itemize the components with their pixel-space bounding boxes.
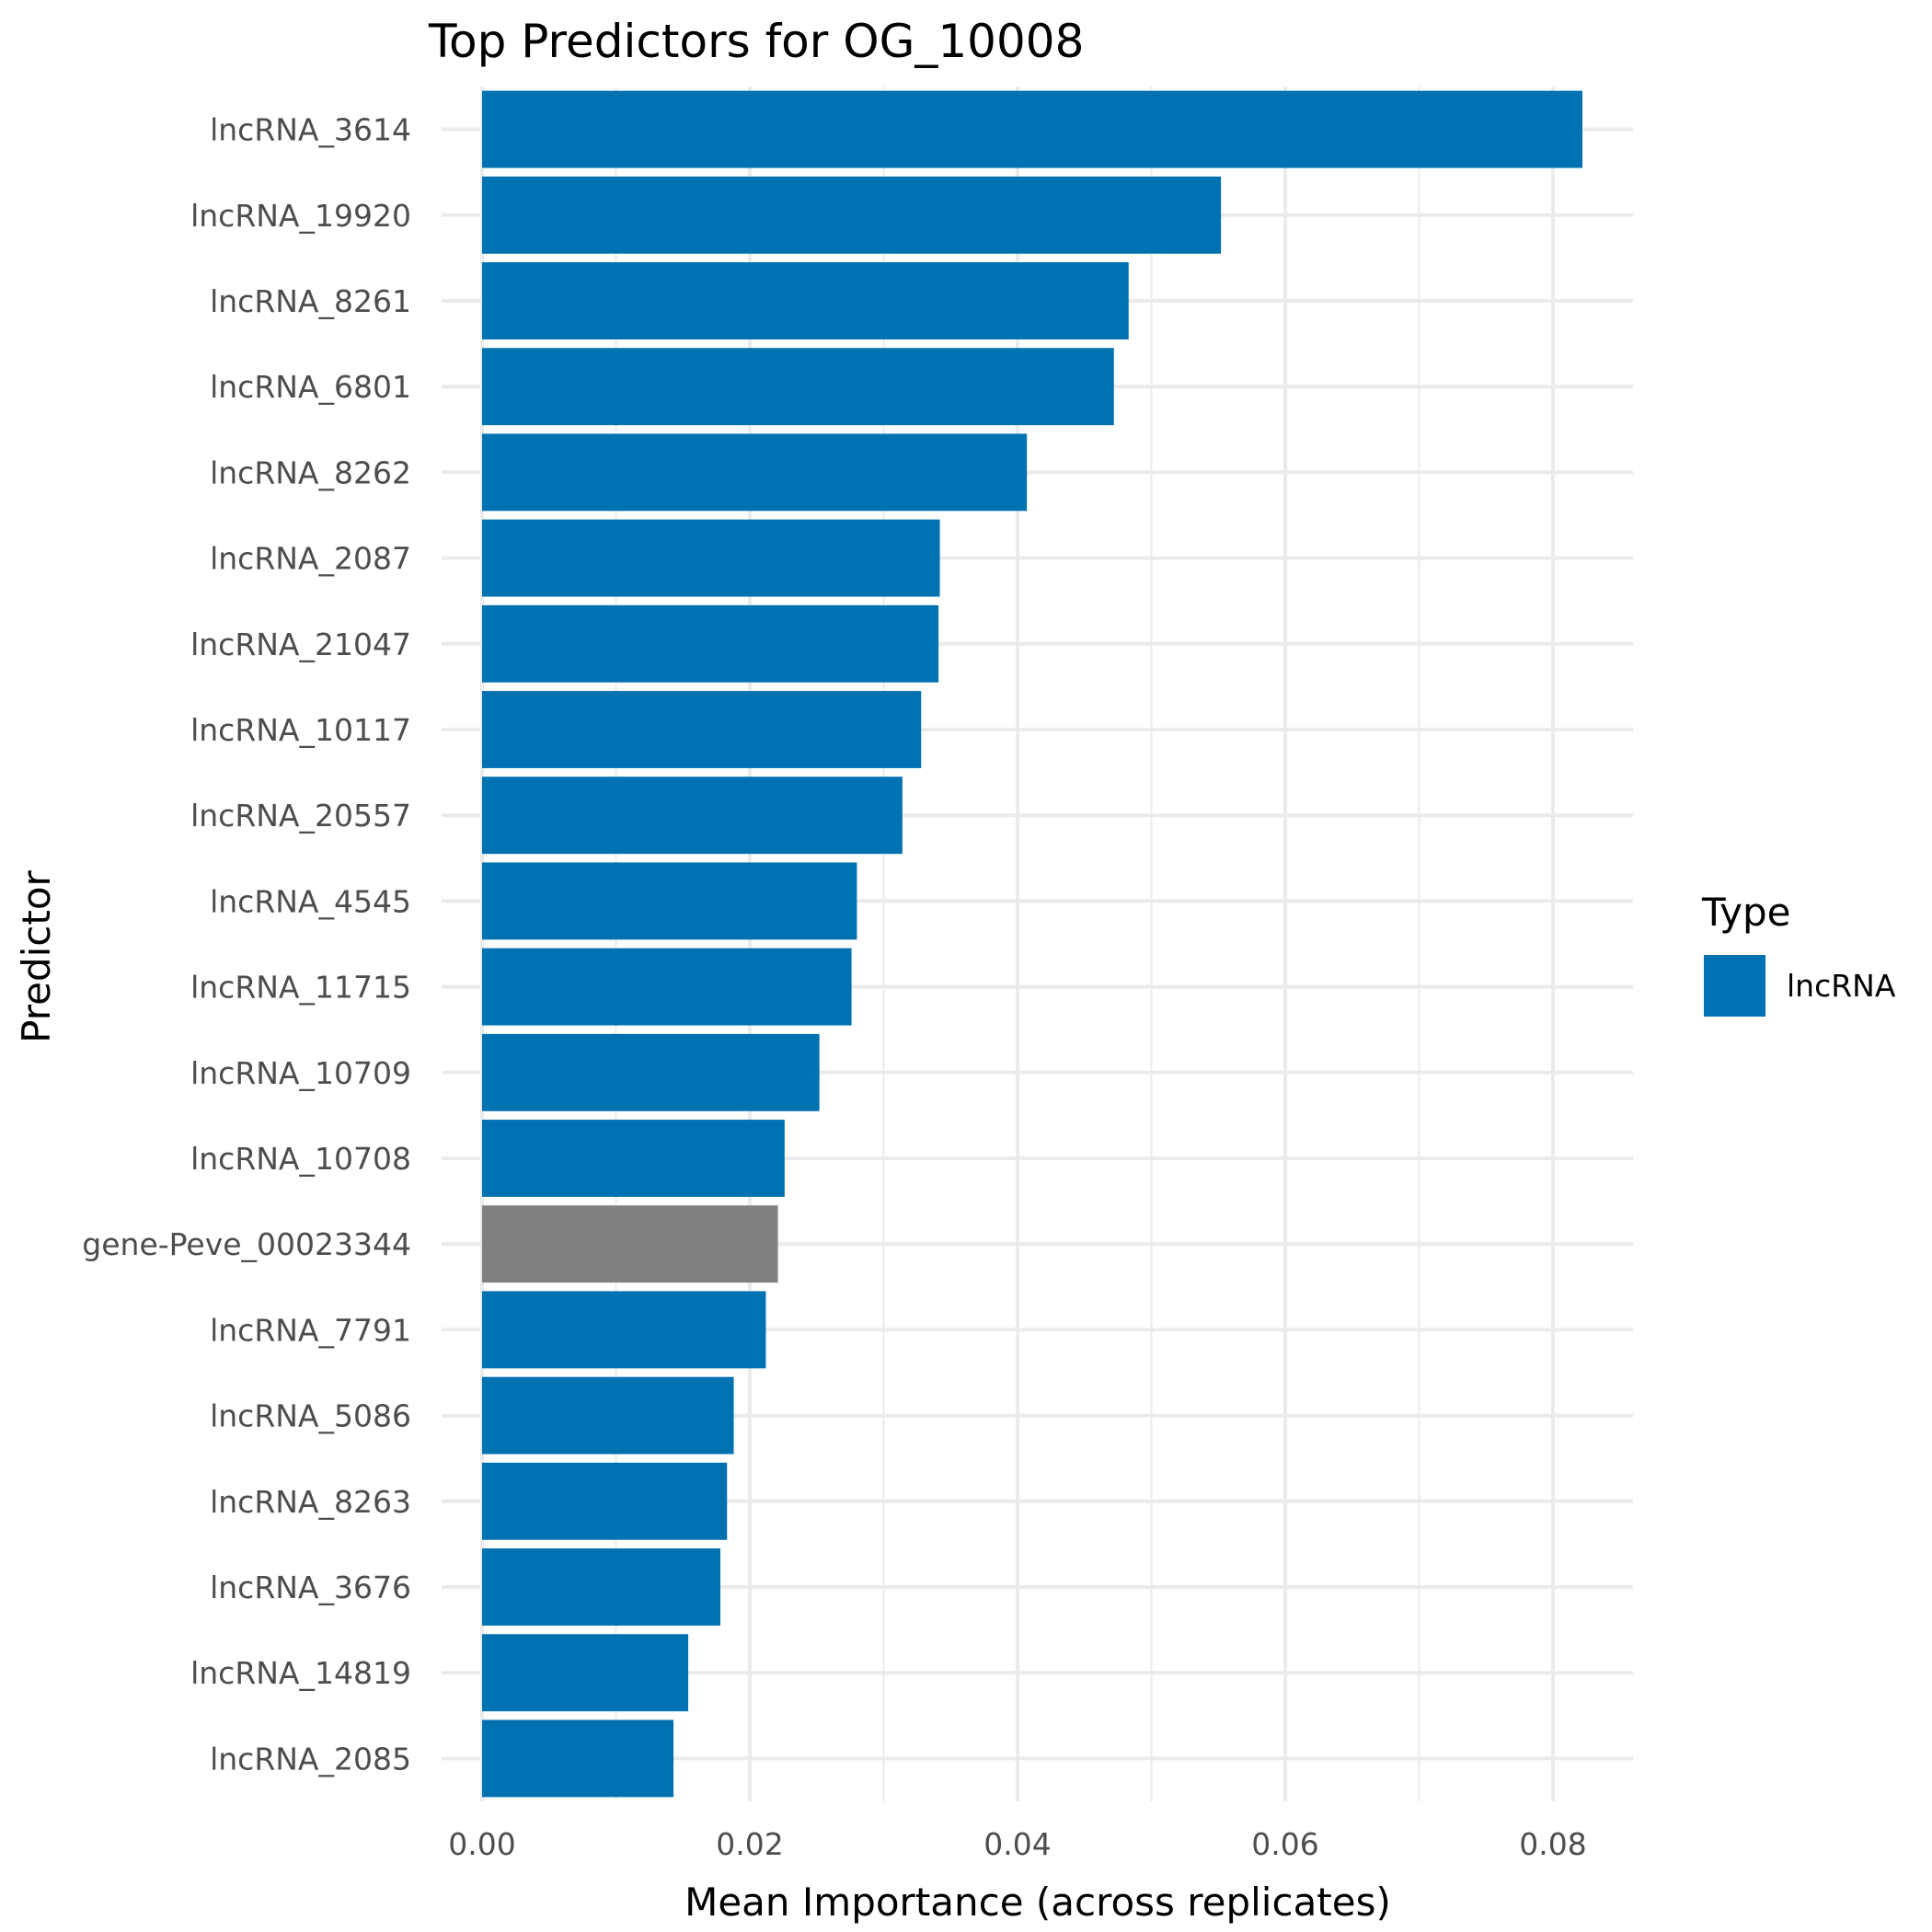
y-tick-label: lncRNA_6801 (210, 369, 411, 405)
x-tick-label: 0.08 (1519, 1826, 1586, 1862)
x-tick-label: 0.02 (716, 1826, 783, 1862)
bar-lncRNA_2085 (482, 1719, 674, 1798)
y-tick-label: lncRNA_14819 (190, 1655, 411, 1691)
y-tick-label: lncRNA_4545 (210, 883, 411, 919)
chart-title: Top Predictors for OG_10008 (428, 15, 1084, 68)
y-tick-label: lncRNA_19920 (190, 198, 411, 234)
bar-gene-Peve_00023344 (482, 1205, 778, 1283)
y-tick-label: lncRNA_8262 (210, 454, 411, 490)
x-tick-label: 0.00 (448, 1826, 515, 1862)
y-tick-label: lncRNA_10117 (190, 712, 411, 748)
y-tick-label: lncRNA_11715 (190, 970, 411, 1006)
bar-lncRNA_11715 (482, 948, 852, 1026)
y-tick-label: lncRNA_7791 (210, 1312, 411, 1348)
x-axis-title: Mean Importance (across replicates) (684, 1880, 1391, 1925)
bar-lncRNA_3614 (482, 90, 1583, 168)
y-tick-label: lncRNA_2085 (210, 1741, 411, 1777)
grid-lines (442, 86, 1633, 1801)
y-tick-label: lncRNA_5086 (210, 1398, 411, 1434)
legend-label-lncrna: lncRNA (1787, 968, 1896, 1004)
bar-lncRNA_4545 (482, 862, 857, 940)
bar-lncRNA_8262 (482, 433, 1028, 512)
y-tick-label: lncRNA_10708 (190, 1141, 411, 1177)
legend: Type lncRNA (1701, 890, 1896, 1017)
y-tick-labels: lncRNA_3614 lncRNA_19920 lncRNA_8261 lncRNA… (82, 112, 411, 1777)
x-tick-label: 0.04 (983, 1826, 1051, 1862)
x-tick-label: 0.06 (1251, 1826, 1318, 1862)
bar-lncRNA_14819 (482, 1634, 689, 1712)
y-tick-label: lncRNA_2087 (210, 541, 411, 577)
bar-lncRNA_21047 (482, 604, 939, 683)
y-tick-label: lncRNA_3614 (210, 112, 411, 148)
bar-lncRNA_10708 (482, 1120, 785, 1197)
bars (482, 90, 1583, 1798)
bar-lncRNA_3676 (482, 1548, 720, 1626)
bar-lncRNA_2087 (482, 519, 940, 597)
bar-lncRNA_8263 (482, 1462, 728, 1540)
bar-lncRNA_8261 (482, 262, 1129, 339)
y-tick-label: lncRNA_8263 (210, 1484, 411, 1520)
x-tick-labels: 0.00 0.02 0.04 0.06 0.08 (448, 1826, 1586, 1862)
bar-lncRNA_20557 (482, 776, 903, 855)
y-tick-label: lncRNA_8261 (210, 283, 411, 319)
legend-swatch-lncrna (1704, 955, 1765, 1017)
bar-lncRNA_10709 (482, 1033, 820, 1111)
y-axis-title: Predictor (14, 869, 59, 1042)
bar-lncRNA_5086 (482, 1376, 734, 1455)
y-tick-label: gene-Peve_00023344 (82, 1226, 411, 1262)
bar-lncRNA_10117 (482, 691, 922, 768)
legend-title: Type (1701, 890, 1790, 935)
bar-lncRNA_19920 (482, 176, 1222, 254)
y-tick-label: lncRNA_3676 (210, 1570, 411, 1605)
y-tick-label: lncRNA_10709 (190, 1055, 411, 1091)
y-tick-label: lncRNA_21047 (190, 627, 411, 662)
bar-lncRNA_6801 (482, 348, 1114, 426)
y-tick-label: lncRNA_20557 (190, 798, 411, 834)
bar-lncRNA_7791 (482, 1291, 766, 1369)
